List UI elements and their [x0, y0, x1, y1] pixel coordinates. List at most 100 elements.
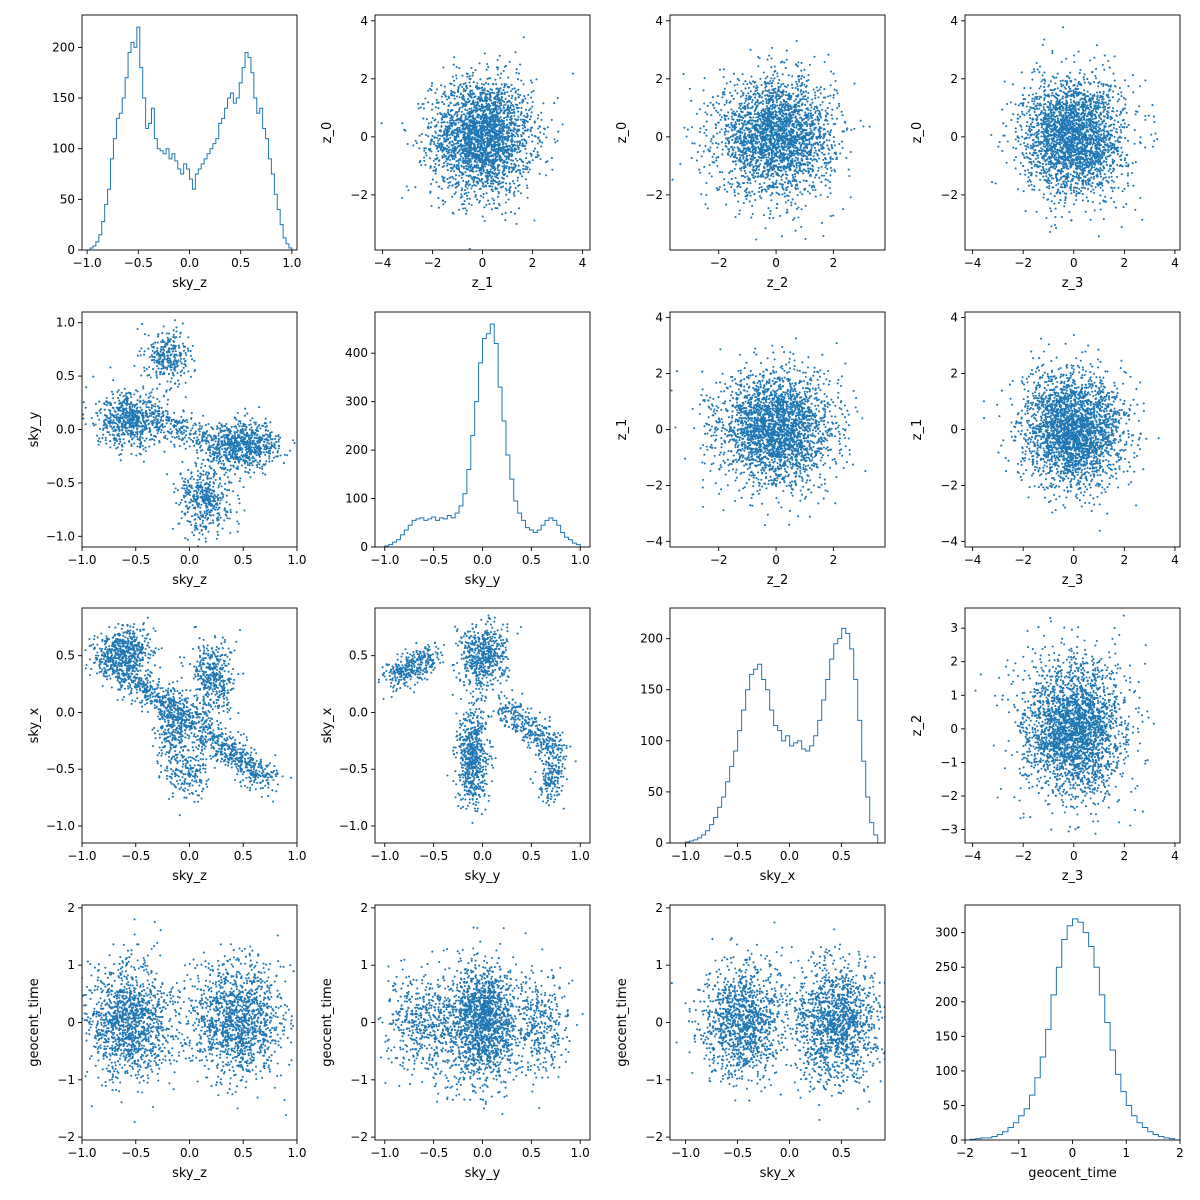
- scatter-point: [470, 132, 473, 135]
- scatter-point: [728, 171, 731, 174]
- scatter-point: [446, 162, 449, 165]
- scatter-point: [753, 113, 756, 116]
- scatter-point: [451, 91, 454, 94]
- scatter-point: [765, 131, 768, 134]
- scatter-point: [821, 101, 824, 104]
- scatter-point: [790, 184, 793, 187]
- scatter-point: [784, 138, 788, 141]
- scatter-point: [791, 198, 794, 201]
- scatter-point: [760, 127, 764, 131]
- scatter-point: [440, 84, 443, 87]
- scatter-point: [451, 109, 454, 112]
- scatter-point: [475, 166, 478, 169]
- scatter-point: [550, 118, 553, 121]
- scatter-point: [768, 89, 771, 92]
- scatter-point: [769, 138, 772, 142]
- scatter-point: [772, 216, 775, 220]
- scatter-point: [482, 169, 485, 172]
- scatter-point: [482, 160, 485, 163]
- scatter-point: [834, 151, 837, 154]
- scatter-point: [787, 143, 791, 146]
- scatter-point: [699, 171, 702, 174]
- scatter-point: [739, 115, 742, 118]
- scatter-point: [762, 156, 765, 159]
- scatter-point: [778, 119, 781, 122]
- scatter-point: [781, 183, 785, 186]
- scatter-point: [401, 122, 404, 125]
- scatter-point: [683, 126, 686, 129]
- scatter-point: [720, 116, 723, 119]
- scatter-point: [794, 202, 797, 205]
- scatter-point: [769, 136, 772, 139]
- scatter-point: [482, 196, 485, 199]
- scatter-point: [469, 111, 472, 114]
- scatter-point: [443, 85, 446, 88]
- scatter-point: [517, 168, 520, 171]
- scatter-point: [459, 196, 462, 199]
- scatter-point: [778, 149, 781, 152]
- scatter-point: [813, 128, 816, 131]
- scatter-point: [516, 179, 519, 182]
- scatter-point: [458, 174, 461, 177]
- scatter-point: [780, 118, 783, 121]
- scatter-point: [787, 194, 790, 198]
- scatter-point: [744, 87, 747, 90]
- scatter-point: [507, 198, 510, 201]
- scatter-point: [462, 128, 466, 131]
- scatter-point: [469, 91, 472, 94]
- scatter-point: [450, 163, 453, 166]
- scatter-point: [784, 102, 787, 105]
- scatter-point: [804, 95, 807, 98]
- scatter-point: [772, 111, 775, 114]
- scatter-point: [510, 101, 513, 105]
- scatter-point: [498, 104, 501, 108]
- scatter-point: [495, 83, 498, 86]
- scatter-point: [721, 96, 724, 99]
- scatter-point: [429, 191, 432, 194]
- scatter-point: [751, 151, 754, 154]
- scatter-point: [769, 185, 773, 188]
- scatter-point: [443, 153, 446, 156]
- scatter-point: [464, 82, 467, 85]
- scatter-point: [794, 106, 797, 109]
- scatter-point: [828, 186, 831, 190]
- scatter-point: [468, 81, 471, 84]
- scatter-point: [781, 185, 784, 188]
- scatter-point: [525, 152, 528, 155]
- scatter-point: [512, 105, 515, 108]
- scatter-point: [517, 88, 520, 91]
- scatter-point: [831, 117, 834, 120]
- scatter-point: [508, 166, 511, 169]
- scatter-point: [480, 137, 483, 140]
- scatter-point: [506, 151, 509, 154]
- scatter-point: [823, 135, 826, 138]
- scatter-point: [487, 155, 490, 158]
- scatter-point: [508, 85, 511, 89]
- scatter-point: [482, 112, 485, 115]
- scatter-point: [790, 114, 793, 117]
- scatter-point: [733, 146, 736, 149]
- scatter-point: [688, 87, 691, 90]
- scatter-point: [807, 78, 810, 82]
- scatter-point: [478, 134, 481, 137]
- scatter-point: [771, 101, 774, 104]
- scatter-point: [508, 189, 511, 192]
- scatter-point: [481, 127, 484, 130]
- scatter-point: [754, 142, 757, 145]
- scatter-point: [481, 164, 484, 167]
- scatter-point: [725, 203, 728, 206]
- scatter-point: [476, 198, 479, 201]
- scatter-point: [460, 110, 463, 113]
- scatter-point: [716, 95, 719, 98]
- scatter-point: [752, 80, 755, 83]
- scatter-point: [803, 188, 806, 191]
- scatter-point: [727, 181, 730, 184]
- scatter-point: [753, 151, 757, 154]
- scatter-point: [443, 91, 446, 94]
- scatter-point: [717, 121, 720, 124]
- scatter-point: [754, 180, 757, 183]
- scatter-point: [729, 135, 732, 139]
- scatter-point: [529, 128, 532, 131]
- scatter-point: [497, 192, 501, 195]
- scatter-point: [504, 148, 507, 151]
